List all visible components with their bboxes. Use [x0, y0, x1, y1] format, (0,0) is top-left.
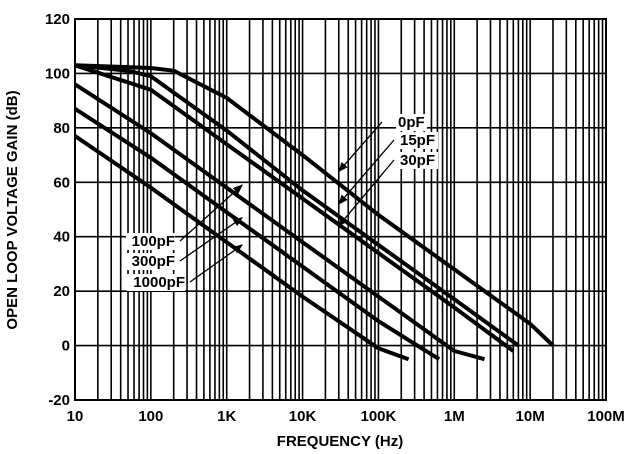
x-tick-label: 1K	[217, 408, 236, 425]
x-tick-label: 10M	[516, 408, 545, 425]
annotation-arrow	[179, 184, 243, 242]
annotation-label-bg	[127, 274, 185, 291]
curve-label-300pf: 300pF	[132, 253, 175, 270]
x-tick-label: 1M	[444, 408, 465, 425]
series-line-100pf	[73, 82, 486, 362]
x-tick-label: 100	[138, 408, 163, 425]
x-tick-label: 100K	[360, 408, 396, 425]
series-group	[73, 63, 555, 362]
x-tick-label: 10K	[289, 408, 317, 425]
y-tick-labels: -20 0 20 40 60 80 100 120	[45, 11, 70, 409]
annotation-label-bg	[398, 152, 438, 169]
curve-label-15pf: 15pF	[400, 132, 435, 149]
series-line-300pf	[73, 107, 441, 361]
x-tick-label: 100M	[587, 408, 625, 425]
y-tick-label: 80	[53, 120, 70, 137]
y-tick-label: 40	[53, 229, 70, 246]
annotation-arrow	[338, 121, 383, 173]
curve-label-1000pf: 1000pF	[133, 274, 185, 291]
y-tick-label: 120	[45, 11, 70, 28]
annotation-arrow	[338, 139, 395, 205]
grid	[75, 18, 606, 401]
series-line-30pf	[74, 63, 515, 353]
annotation-arrow	[189, 244, 244, 283]
y-tick-label: 100	[45, 65, 70, 82]
x-tick-label: 10	[67, 408, 84, 425]
plot-background	[75, 19, 606, 400]
annotation-arrow	[338, 159, 395, 227]
plot-frame	[74, 18, 607, 401]
annotation-label-bg	[126, 253, 175, 270]
curve-label-0pf: 0pF	[398, 114, 425, 131]
y-tick-label: 0	[62, 338, 70, 355]
series-line-0pf	[74, 63, 555, 348]
y-tick-label: -20	[48, 392, 70, 409]
series-line-1000pf	[73, 134, 410, 362]
y-axis-title: OPEN LOOP VOLTAGE GAIN (dB)	[4, 90, 21, 329]
x-tick-labels: 10 100 1K 10K 100K 1M 10M 100M	[67, 408, 625, 425]
y-tick-label: 60	[53, 174, 70, 191]
annotation-label-bg	[396, 114, 427, 131]
annotation-label-bg	[398, 132, 438, 149]
curve-label-100pf: 100pF	[132, 233, 175, 250]
annotation-arrow	[179, 217, 244, 262]
series-line-15pf	[74, 63, 520, 348]
y-tick-label: 20	[53, 283, 70, 300]
x-axis-title: FREQUENCY (Hz)	[277, 433, 403, 450]
annotation-label-bg	[126, 233, 175, 250]
curve-label-30pf: 30pF	[400, 152, 435, 169]
